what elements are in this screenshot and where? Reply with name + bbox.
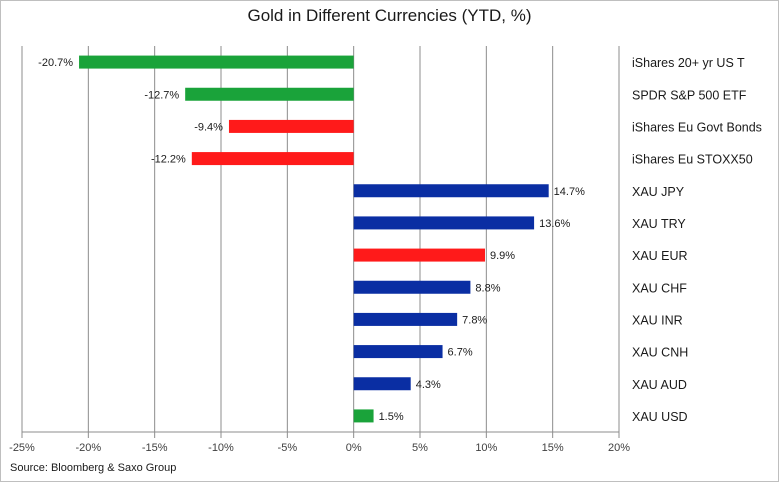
bar	[353, 377, 411, 391]
x-tick-label: 20%	[608, 442, 630, 454]
x-tick-label: -10%	[208, 442, 234, 454]
data-label: -12.2%	[151, 154, 186, 166]
x-tick-label: 10%	[475, 442, 497, 454]
bar	[185, 87, 354, 101]
bar	[353, 345, 443, 359]
gridlines	[21, 46, 620, 438]
data-label: -20.7%	[38, 57, 73, 69]
data-label: 9.9%	[490, 250, 515, 262]
bar	[353, 409, 374, 423]
data-label: 6.7%	[448, 347, 473, 359]
x-axis-tick-labels: -25% -20% -15% -10% -5% 0% 5% 10% 15% 20%	[9, 442, 630, 454]
category-label: XAU INR	[632, 313, 683, 327]
data-label: 14.7%	[554, 186, 585, 198]
category-label: SPDR S&P 500 ETF	[632, 88, 747, 102]
data-label: 4.3%	[416, 379, 441, 391]
category-label: XAU CNH	[632, 346, 688, 360]
x-tick-label: -15%	[142, 442, 168, 454]
category-label: XAU EUR	[632, 249, 688, 263]
bar	[191, 152, 354, 166]
data-label: 8.8%	[475, 282, 500, 294]
bar	[228, 119, 354, 133]
bar	[79, 55, 354, 69]
category-label: iShares Eu STOXX50	[632, 153, 753, 167]
data-label: 7.8%	[462, 314, 487, 326]
category-label: XAU CHF	[632, 281, 687, 295]
bar	[353, 248, 486, 262]
x-tick-label: -20%	[75, 442, 101, 454]
x-tick-label: -5%	[278, 442, 298, 454]
bar	[353, 216, 535, 230]
bar	[353, 184, 549, 198]
category-label: XAU AUD	[632, 378, 687, 392]
x-tick-label: 15%	[542, 442, 564, 454]
data-label: 13.6%	[539, 218, 570, 230]
category-label: XAU JPY	[632, 185, 685, 199]
bar	[353, 280, 471, 294]
category-labels: iShares 20+ yr US T SPDR S&P 500 ETF iShar…	[632, 56, 762, 424]
data-label: 1.5%	[379, 411, 404, 423]
x-tick-label: -25%	[9, 442, 35, 454]
bar	[353, 312, 458, 326]
x-tick-label: 5%	[412, 442, 428, 454]
data-label: -12.7%	[144, 89, 179, 101]
category-label: XAU TRY	[632, 217, 686, 231]
source-note: Source: Bloomberg & Saxo Group	[10, 462, 177, 474]
chart-title: Gold in Different Currencies (YTD, %)	[247, 6, 532, 25]
category-label: iShares 20+ yr US T	[632, 56, 745, 70]
category-label: XAU USD	[632, 410, 688, 424]
category-label: iShares Eu Govt Bonds	[632, 120, 762, 134]
x-tick-label: 0%	[346, 442, 362, 454]
data-labels: -20.7% -12.7% -9.4% -12.2% 14.7% 13.6% 9.9% 8.8…	[38, 57, 585, 423]
data-label: -9.4%	[194, 121, 223, 133]
bars	[79, 55, 549, 423]
